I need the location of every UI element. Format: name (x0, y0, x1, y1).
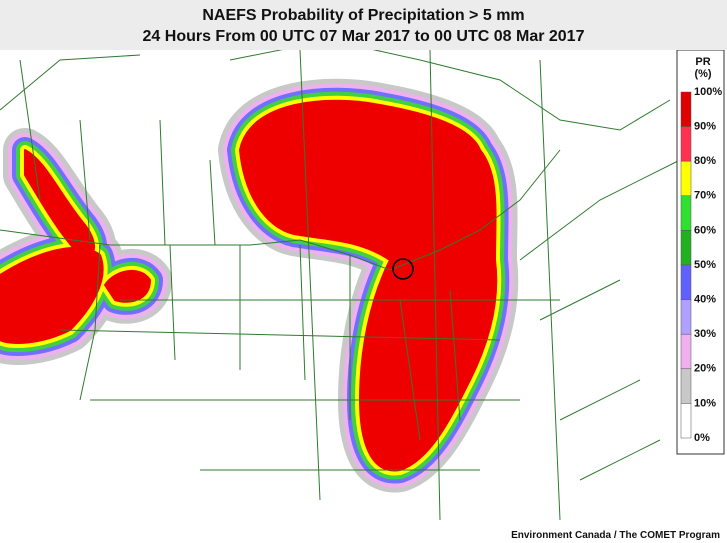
legend-swatch (680, 264, 692, 300)
legend-title: PR (695, 56, 710, 68)
legend-label: 50% (694, 259, 716, 271)
legend: PR(%) 100% 90% 80% 70% 60% 50% 40% 30% 20% 10% 0% (680, 56, 722, 444)
legend-swatch (680, 368, 692, 404)
legend-label: 10% (694, 397, 716, 409)
legend-label: 100% (694, 86, 722, 98)
legend-swatch (680, 230, 692, 266)
legend-swatch (680, 126, 692, 162)
legend-swatch (680, 299, 692, 335)
legend-swatch (680, 403, 692, 439)
legend-label: 90% (694, 121, 716, 133)
legend-label: 0% (694, 432, 710, 444)
title-bar: NAEFS Probability of Precipitation > 5 m… (0, 0, 727, 50)
precipitation-area (0, 101, 496, 471)
credit: Environment Canada / The COMET Program (511, 530, 720, 541)
legend-label: 60% (694, 224, 716, 236)
location-marker (392, 258, 414, 280)
legend-label: 80% (694, 155, 716, 167)
legend-swatch (680, 333, 692, 370)
subtitle: 24 Hours From 00 UTC 07 Mar 2017 to 00 U… (142, 28, 585, 45)
legend-label: 70% (694, 190, 716, 202)
legend-swatch (680, 195, 692, 231)
legend-title: (%) (694, 68, 711, 80)
legend-swatch (680, 160, 692, 197)
legend-swatch (680, 91, 692, 127)
borders (0, 39, 681, 521)
legend-label: 20% (694, 363, 716, 375)
legend-label: 30% (694, 328, 716, 340)
title: NAEFS Probability of Precipitation > 5 m… (202, 7, 525, 24)
legend-label: 40% (694, 294, 716, 306)
